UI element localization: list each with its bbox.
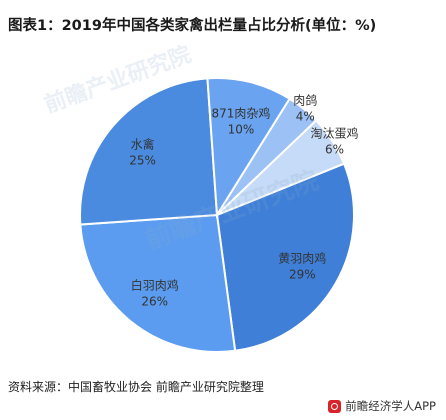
- chart-title: 图表1：2019年中国各类家禽出栏量占比分析(单位：%): [8, 18, 377, 34]
- pie-labels: 黄羽肉鸡 29% 白羽肉鸡 26% 水禽 25% 871肉杂鸡 10% 肉鸽 4%淘汰蛋鸡 6%: [129, 93, 358, 309]
- pie-slices: [78, 76, 355, 353]
- slice-label-white-broiler: 白羽肉鸡: [131, 277, 179, 292]
- slice-value-culled-layer: 6%: [325, 142, 344, 156]
- pie-slice-hybrid-broiler: [206, 76, 291, 219]
- pie-slice-waterfowl: [78, 77, 219, 226]
- slice-label-pigeon: 肉鸽: [293, 93, 317, 108]
- pie-slice-yellow-broiler: [215, 162, 355, 352]
- source-note: 资料来源：中国畜牧业协会 前瞻产业研究院整理: [8, 380, 264, 394]
- brand-badge: 前瞻经济学人APP: [328, 398, 436, 414]
- slice-value-pigeon: 4%: [296, 110, 315, 124]
- slice-label-hybrid-broiler: 871肉杂鸡: [211, 105, 270, 120]
- slice-value-yellow-broiler: 29%: [289, 268, 316, 282]
- pie-slice-culled-layer: [216, 119, 346, 216]
- slice-label-yellow-broiler: 黄羽肉鸡: [278, 251, 326, 266]
- slice-value-hybrid-broiler: 10%: [228, 122, 255, 136]
- slice-value-waterfowl: 25%: [129, 153, 156, 167]
- slice-value-white-broiler: 26%: [141, 294, 168, 308]
- brand-name: 前瞻经济学人APP: [345, 399, 436, 413]
- pie-slice-white-broiler: [79, 213, 237, 353]
- brand-logo-icon: [328, 399, 342, 413]
- slice-label-culled-layer: 淘汰蛋鸡: [310, 125, 358, 140]
- slice-label-waterfowl: 水禽: [131, 136, 155, 151]
